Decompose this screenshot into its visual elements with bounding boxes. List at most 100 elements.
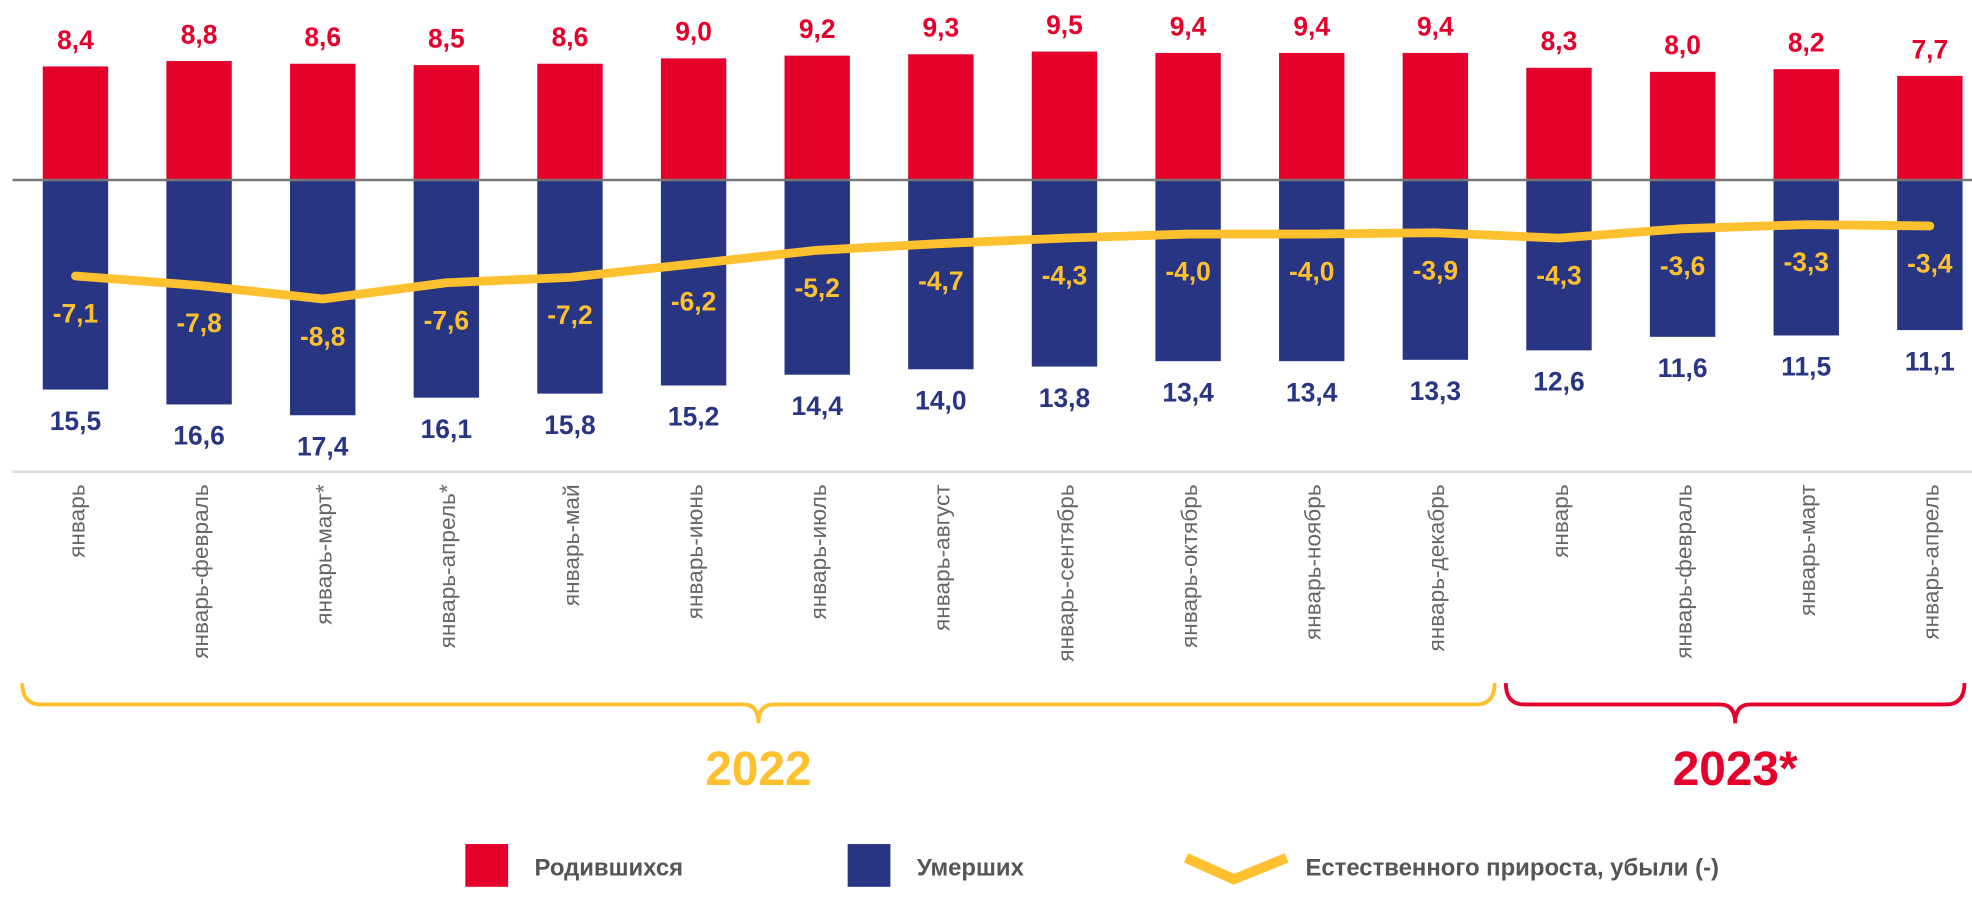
bar-label: 8,8 — [181, 19, 218, 49]
bar — [537, 63, 603, 181]
bar-label: 9,0 — [675, 17, 712, 47]
line-label: -7,8 — [176, 308, 222, 338]
line-label: -5,2 — [794, 273, 840, 303]
bar — [1649, 180, 1716, 337]
bar-label: 11,1 — [1905, 346, 1955, 376]
bar-label: 8,5 — [428, 23, 465, 53]
bar — [908, 180, 974, 370]
line — [71, 220, 1935, 304]
x-tick-label: январь — [64, 484, 89, 557]
bar-label: 8,0 — [1664, 30, 1701, 60]
bar-label: 8,2 — [1788, 28, 1825, 58]
x-tick-label: январь-ноябрь — [1301, 484, 1326, 640]
bar-label: 13,8 — [1039, 383, 1090, 413]
bar-label: 9,4 — [1417, 11, 1454, 41]
bar — [1155, 52, 1221, 181]
bar-label: 14,0 — [915, 386, 966, 416]
legend-swatch — [1183, 853, 1289, 885]
bar — [166, 61, 232, 181]
bar — [1897, 180, 1963, 331]
bar — [1031, 51, 1098, 181]
bar — [1897, 75, 1963, 181]
bar-label: 8,6 — [304, 22, 341, 52]
bar — [1402, 52, 1469, 181]
legend-swatch — [847, 844, 891, 887]
bar — [1031, 180, 1098, 367]
bar-label: 11,6 — [1658, 353, 1708, 383]
legend-label: Родившихся — [535, 854, 684, 881]
bar — [1279, 52, 1345, 181]
line-label: -7,6 — [424, 305, 470, 335]
bar — [784, 55, 850, 181]
x-tick-label: январь-сентябрь — [1053, 484, 1078, 661]
x-tick-label: январь-март — [1795, 484, 1820, 616]
bar-label: 16,6 — [173, 421, 224, 451]
bar — [908, 54, 974, 181]
bar — [413, 65, 480, 181]
line-label: -4,0 — [1165, 257, 1211, 287]
bar-label: 16,1 — [421, 414, 472, 444]
legend-label: Умерших — [917, 854, 1025, 881]
bar-label: 13,4 — [1286, 377, 1338, 407]
bar-label: 13,3 — [1410, 376, 1461, 406]
bar-label: 7,7 — [1912, 34, 1949, 64]
bar — [784, 180, 850, 375]
bar-label: 15,5 — [50, 406, 101, 436]
x-tick-label: январь-июнь — [682, 484, 707, 619]
bar-label: 15,2 — [668, 402, 719, 432]
bar-label: 9,4 — [1293, 11, 1330, 41]
x-tick-label: январь-февраль — [188, 484, 213, 658]
group-brace — [20, 682, 1497, 724]
x-tick-label: январь-декабрь — [1424, 484, 1449, 651]
x-tick-label: январь-апрель — [1919, 484, 1944, 639]
group-label: 2022 — [705, 743, 811, 796]
bar-label: 14,4 — [792, 391, 844, 421]
bar-label: 9,2 — [799, 14, 836, 44]
x-tick-label: январь-май — [559, 484, 584, 606]
bar — [42, 66, 109, 181]
bar-label: 17,4 — [297, 431, 349, 461]
bar — [537, 180, 603, 394]
bar — [42, 180, 109, 390]
bar-label: 11,5 — [1781, 352, 1831, 382]
bar — [1526, 67, 1592, 181]
bar — [1279, 180, 1345, 362]
line-label: -8,8 — [300, 322, 346, 352]
line-label: -4,3 — [1536, 261, 1582, 291]
line-label: -3,4 — [1907, 249, 1953, 279]
legend-swatch — [465, 844, 509, 887]
bar — [1773, 180, 1839, 336]
bar — [290, 63, 356, 181]
bar — [1155, 180, 1221, 362]
line-label: -4,7 — [918, 266, 964, 296]
bar — [1526, 180, 1592, 351]
bar — [1649, 71, 1716, 181]
x-tick-label: январь-март* — [312, 484, 337, 625]
x-tick-label: январь — [1548, 484, 1573, 557]
x-tick-label: январь-июль — [806, 484, 831, 619]
line-label: -3,9 — [1413, 255, 1459, 285]
bar-label: 9,4 — [1170, 11, 1207, 41]
line-label: -3,6 — [1660, 251, 1706, 281]
x-tick-label: январь-апрель* — [435, 484, 460, 648]
line-label: -3,3 — [1783, 247, 1829, 277]
bar-label: 8,6 — [552, 22, 589, 52]
line-label: -4,3 — [1042, 261, 1088, 291]
bar-label: 9,3 — [922, 13, 959, 43]
line-label: -7,1 — [53, 299, 99, 329]
line-label: -4,0 — [1289, 257, 1335, 287]
bar-label: 8,3 — [1541, 26, 1578, 56]
group-brace — [1503, 682, 1967, 724]
group-label: 2023* — [1673, 743, 1798, 796]
bar — [1402, 180, 1469, 360]
bar-label: 15,8 — [544, 410, 595, 440]
x-tick-label: январь-август — [930, 484, 955, 631]
bar-label: 12,6 — [1533, 367, 1584, 397]
bar — [1773, 69, 1839, 181]
x-tick-label: январь-февраль — [1671, 484, 1696, 658]
bar — [660, 180, 727, 386]
bar-label: 9,5 — [1046, 10, 1083, 40]
bar-label: 13,4 — [1162, 377, 1214, 407]
legend-label: Естественного прироста, убыли (-) — [1305, 854, 1719, 881]
